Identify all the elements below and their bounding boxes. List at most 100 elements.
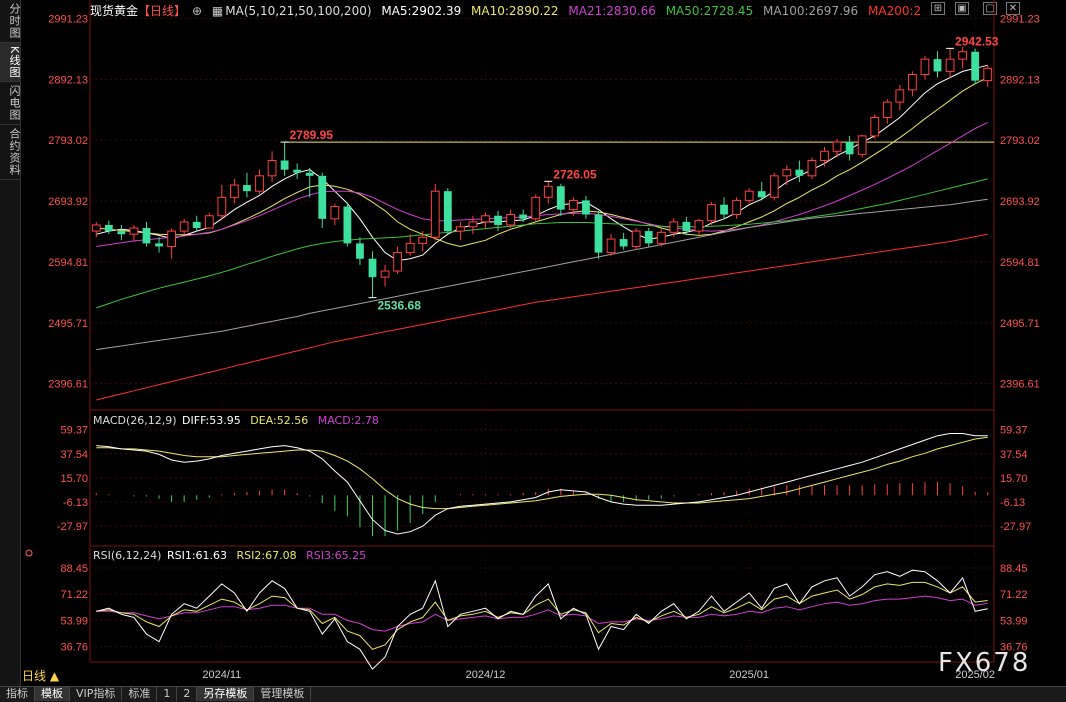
ma-params: MA(5,10,21,50,100,200) <box>225 4 372 18</box>
tab-vip-indicators[interactable]: VIP指标 <box>70 687 123 701</box>
price-annotation: 2536.68 <box>378 299 422 313</box>
candle-body <box>582 200 590 215</box>
candle-body <box>293 169 302 173</box>
candle-body <box>330 206 340 220</box>
macd-tick-left: -6.13 <box>63 497 88 509</box>
candle-body <box>468 221 478 228</box>
x-tick-label: 2025/02 <box>955 669 995 681</box>
candle-body <box>769 175 779 198</box>
candle-body <box>267 159 277 177</box>
candle-body <box>933 59 942 72</box>
instrument-name: 现货黄金 <box>90 4 139 18</box>
y-tick-label-left: 2594.81 <box>48 257 88 269</box>
rsi1-value: RSI1:61.63 <box>166 549 228 562</box>
ma-line-ma50 <box>96 178 988 309</box>
rsi-tick-left: 71.22 <box>60 589 88 601</box>
macd-hist-value: MACD:2.78 <box>317 414 379 427</box>
candle-body <box>782 169 792 177</box>
candle-body <box>255 175 264 192</box>
tab-standard[interactable]: 标准 <box>122 687 158 701</box>
tab-template[interactable]: 模板 <box>35 687 70 701</box>
watermark-logo: FX678 <box>938 648 1031 678</box>
rsi-tick-right: 53.99 <box>1000 615 1028 627</box>
candle-body <box>971 51 980 81</box>
candle-body <box>204 215 214 229</box>
candle-body <box>229 184 239 198</box>
candle-body <box>568 199 578 211</box>
maximize-icon[interactable]: ▢ <box>983 2 997 15</box>
tab-indicators[interactable]: 指标 <box>0 687 35 701</box>
rsi3-value: RSI3:65.25 <box>306 549 367 562</box>
tab-contract-info[interactable]: 合约资料 <box>0 125 21 181</box>
tab-kline[interactable]: K线图 <box>0 43 21 83</box>
tab-save-template[interactable]: 另存模板 <box>197 687 255 701</box>
rsi-tick-right: 71.22 <box>1000 589 1028 601</box>
y-tick-label-right: 2693.92 <box>1000 196 1040 208</box>
close-icon[interactable]: ✕ <box>1006 2 1020 15</box>
candle-body <box>91 224 101 232</box>
y-tick-label-right: 2495.71 <box>1000 318 1040 330</box>
ma100-value: MA100:2697.96 <box>763 4 859 18</box>
x-tick-label: 2024/11 <box>202 669 241 681</box>
period-tag: 【日线】 <box>138 4 187 18</box>
tab-1[interactable]: 1 <box>157 687 178 701</box>
candle-body <box>732 199 742 216</box>
y-tick-label-left: 2793.02 <box>48 135 88 147</box>
macd-tick-left: -27.97 <box>57 521 88 533</box>
candle-body <box>631 230 641 247</box>
candle-body <box>820 150 829 161</box>
add-icon[interactable]: ⊕ <box>192 4 203 18</box>
rsi-tick-right: 36.76 <box>1000 642 1028 654</box>
candle-body <box>380 270 390 278</box>
rsi1-line <box>96 569 988 670</box>
rsi-tick-right: 88.45 <box>1000 563 1028 575</box>
candle-body <box>343 206 352 244</box>
candle-body <box>129 227 139 235</box>
grid-toggle-icon[interactable]: ⊞ <box>931 2 945 15</box>
candle-body <box>393 252 403 272</box>
tab-2[interactable]: 2 <box>177 687 198 701</box>
candle-body <box>506 214 516 226</box>
candle-body <box>870 116 880 137</box>
candle-body <box>682 221 691 232</box>
macd-tick-left: 37.54 <box>60 449 88 461</box>
candle-body <box>619 239 628 247</box>
candle-body <box>795 169 804 176</box>
rsi-tick-left: 88.45 <box>60 563 88 575</box>
left-sidebar: 分时图 K线图 闪电图 合约资料 <box>0 0 21 701</box>
candle-body <box>305 172 314 176</box>
y-tick-label-right: 2793.02 <box>1000 135 1040 147</box>
candle-body <box>832 141 842 152</box>
candle-body <box>142 228 151 244</box>
ma5-value: MA5:2902.39 <box>381 4 462 18</box>
candle-body <box>217 196 227 217</box>
candle-body <box>104 224 113 232</box>
y-tick-label-left: 2991.23 <box>48 13 88 25</box>
macd-diff-line <box>96 433 988 535</box>
tab-flash-chart[interactable]: 闪电图 <box>0 82 21 126</box>
candle-body <box>983 67 993 82</box>
candle-body <box>594 214 603 253</box>
macd-tick-left: 59.37 <box>60 425 88 437</box>
macd-tick-right: 15.70 <box>1000 473 1028 485</box>
tab-manage-template[interactable]: 管理模板 <box>254 687 312 701</box>
macd-tick-left: 15.70 <box>60 473 88 485</box>
layout-icon[interactable]: ▣ <box>955 2 969 15</box>
candle-body <box>519 214 528 219</box>
tab-time-chart[interactable]: 分时图 <box>0 0 21 43</box>
y-tick-label-right: 2396.61 <box>1000 379 1040 391</box>
macd-dea-line <box>96 436 988 510</box>
candle-body <box>707 204 716 222</box>
price-annotation: 2789.95 <box>290 128 334 142</box>
macd-tick-right: -27.97 <box>1000 521 1031 533</box>
period-label: 日线 <box>22 669 47 683</box>
macd-tick-right: -6.13 <box>1000 497 1025 509</box>
candle-body <box>556 186 565 210</box>
macd-tick-right: 59.37 <box>1000 425 1028 437</box>
candle-body <box>455 226 465 232</box>
y-tick-label-left: 2892.13 <box>48 74 88 86</box>
period-selector[interactable]: 日线 ▲ <box>22 668 59 684</box>
ma-settings-icon[interactable]: ▦ <box>211 4 224 18</box>
macd-title: MACD(26,12,9) DIFF:53.95 DEA:52.56 MACD:… <box>93 414 385 427</box>
